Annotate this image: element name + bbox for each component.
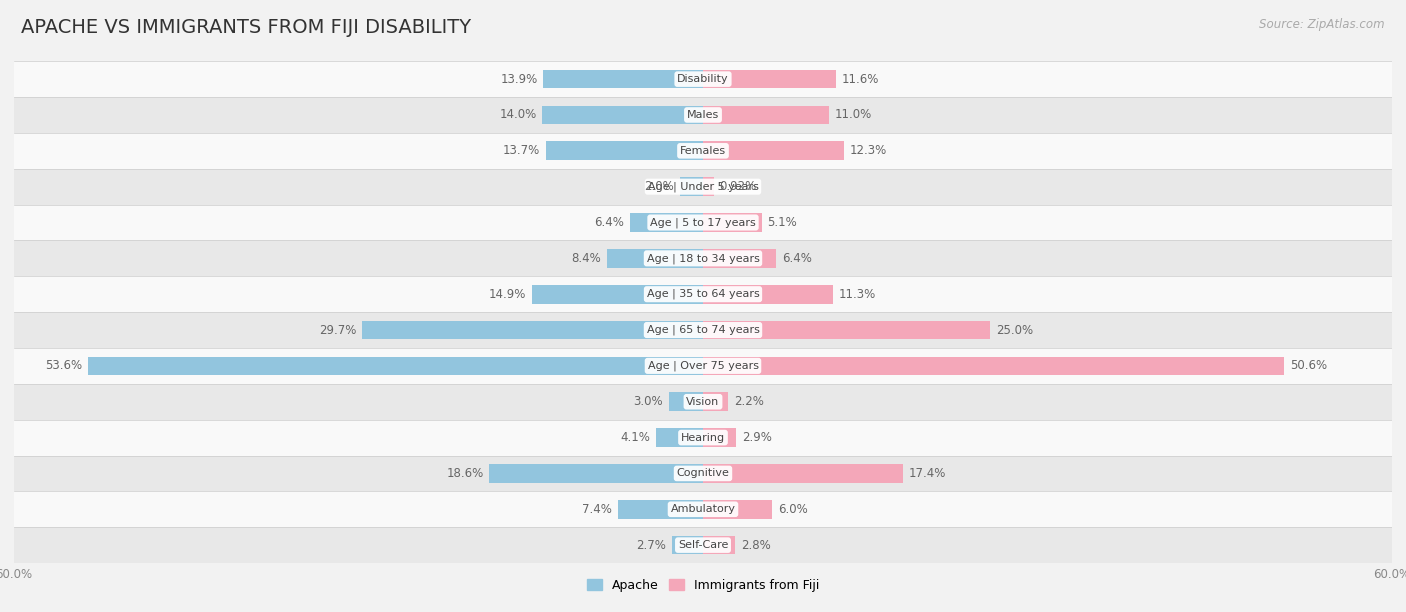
Text: 14.0%: 14.0%	[499, 108, 537, 121]
Bar	[703, 213, 762, 232]
Text: Disability: Disability	[678, 74, 728, 84]
Text: 13.7%: 13.7%	[503, 144, 540, 157]
Text: 6.0%: 6.0%	[778, 503, 807, 516]
Bar	[14, 384, 1392, 420]
Text: Source: ZipAtlas.com: Source: ZipAtlas.com	[1260, 18, 1385, 31]
Text: Females: Females	[681, 146, 725, 156]
Text: 7.4%: 7.4%	[582, 503, 612, 516]
Text: 50.6%: 50.6%	[1289, 359, 1327, 372]
Text: Age | Under 5 years: Age | Under 5 years	[648, 181, 758, 192]
Bar	[14, 97, 1392, 133]
Bar	[606, 249, 703, 267]
Bar	[546, 141, 703, 160]
Bar	[14, 241, 1392, 276]
Bar	[672, 536, 703, 554]
Text: 2.8%: 2.8%	[741, 539, 770, 551]
Text: 2.9%: 2.9%	[742, 431, 772, 444]
Bar	[543, 70, 703, 89]
Text: Cognitive: Cognitive	[676, 468, 730, 479]
Text: 2.0%: 2.0%	[644, 180, 675, 193]
Bar	[703, 106, 830, 124]
Bar	[703, 321, 990, 340]
Text: APACHE VS IMMIGRANTS FROM FIJI DISABILITY: APACHE VS IMMIGRANTS FROM FIJI DISABILIT…	[21, 18, 471, 37]
Text: 6.4%: 6.4%	[593, 216, 624, 229]
Text: 14.9%: 14.9%	[489, 288, 526, 300]
Text: 18.6%: 18.6%	[447, 467, 484, 480]
Bar	[14, 455, 1392, 491]
Bar	[703, 392, 728, 411]
Bar	[681, 177, 703, 196]
Text: Age | 65 to 74 years: Age | 65 to 74 years	[647, 325, 759, 335]
Bar	[361, 321, 703, 340]
Text: 2.7%: 2.7%	[637, 539, 666, 551]
Text: Age | 18 to 34 years: Age | 18 to 34 years	[647, 253, 759, 264]
Text: 2.2%: 2.2%	[734, 395, 763, 408]
Text: Hearing: Hearing	[681, 433, 725, 442]
Bar	[630, 213, 703, 232]
Bar	[14, 312, 1392, 348]
Bar	[531, 285, 703, 304]
Text: 0.92%: 0.92%	[720, 180, 756, 193]
Bar	[703, 141, 844, 160]
Bar	[703, 70, 837, 89]
Bar	[619, 500, 703, 518]
Text: 3.0%: 3.0%	[633, 395, 662, 408]
Text: 13.9%: 13.9%	[501, 73, 537, 86]
Bar	[87, 357, 703, 375]
Text: 11.0%: 11.0%	[835, 108, 872, 121]
Bar	[14, 204, 1392, 241]
Bar	[14, 169, 1392, 204]
Text: 6.4%: 6.4%	[782, 252, 813, 265]
Bar	[703, 464, 903, 483]
Bar	[14, 61, 1392, 97]
Bar	[657, 428, 703, 447]
Text: 53.6%: 53.6%	[45, 359, 82, 372]
Bar	[14, 420, 1392, 455]
Bar	[14, 133, 1392, 169]
Bar	[703, 177, 714, 196]
Text: 5.1%: 5.1%	[768, 216, 797, 229]
Bar	[669, 392, 703, 411]
Text: Self-Care: Self-Care	[678, 540, 728, 550]
Text: 25.0%: 25.0%	[995, 324, 1033, 337]
Text: 11.3%: 11.3%	[838, 288, 876, 300]
Bar	[703, 536, 735, 554]
Bar	[14, 276, 1392, 312]
Text: Males: Males	[688, 110, 718, 120]
Bar	[703, 285, 832, 304]
Text: Age | Over 75 years: Age | Over 75 years	[648, 360, 758, 371]
Bar	[703, 428, 737, 447]
Bar	[489, 464, 703, 483]
Bar	[14, 491, 1392, 527]
Text: Age | 35 to 64 years: Age | 35 to 64 years	[647, 289, 759, 299]
Text: 8.4%: 8.4%	[571, 252, 600, 265]
Bar	[14, 348, 1392, 384]
Text: 4.1%: 4.1%	[620, 431, 650, 444]
Text: 17.4%: 17.4%	[908, 467, 946, 480]
Bar	[703, 249, 776, 267]
Bar	[543, 106, 703, 124]
Text: Ambulatory: Ambulatory	[671, 504, 735, 514]
Bar	[14, 527, 1392, 563]
Text: 11.6%: 11.6%	[842, 73, 879, 86]
Bar	[703, 357, 1284, 375]
Text: Vision: Vision	[686, 397, 720, 407]
Text: 29.7%: 29.7%	[319, 324, 356, 337]
Text: 12.3%: 12.3%	[851, 144, 887, 157]
Text: Age | 5 to 17 years: Age | 5 to 17 years	[650, 217, 756, 228]
Bar	[703, 500, 772, 518]
Legend: Apache, Immigrants from Fiji: Apache, Immigrants from Fiji	[582, 574, 824, 597]
